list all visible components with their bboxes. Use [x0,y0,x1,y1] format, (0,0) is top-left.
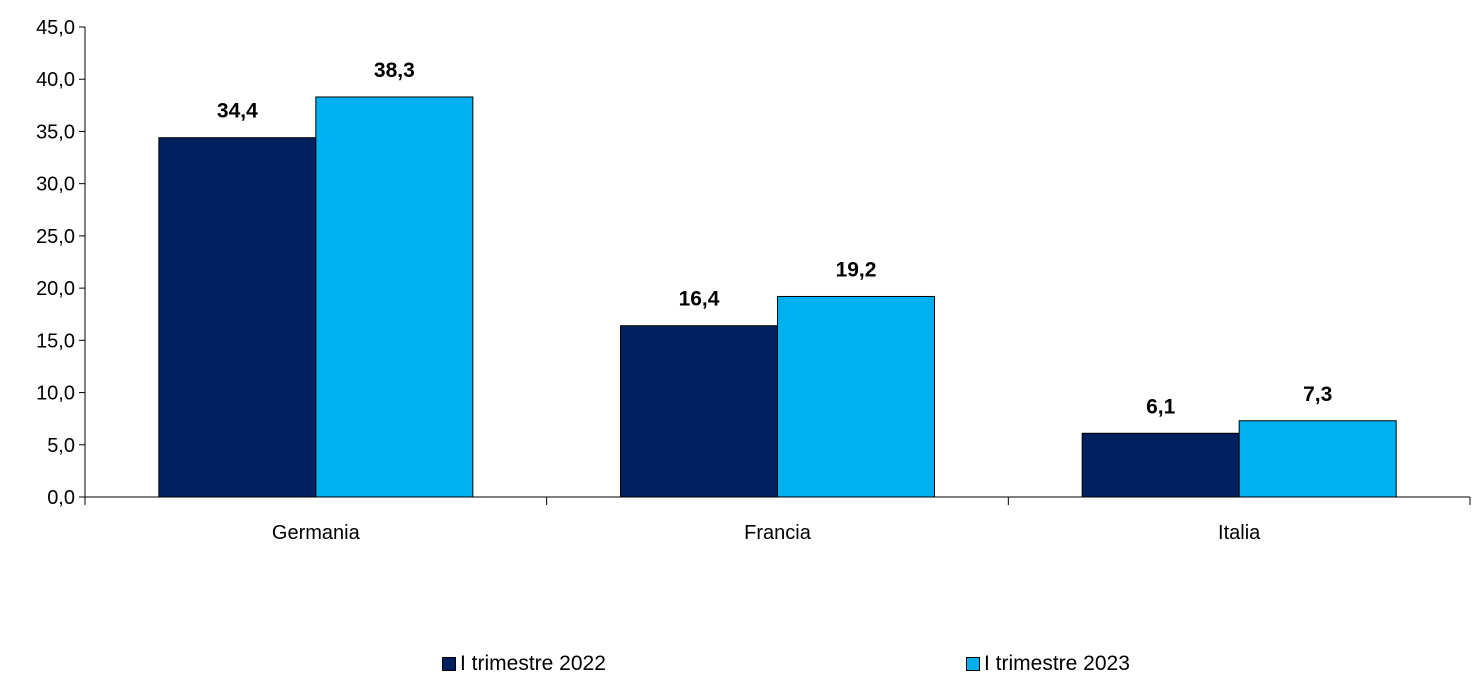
legend-item-2023: I trimestre 2023 [966,652,1130,676]
legend-item-2022: I trimestre 2022 [442,652,606,676]
legend-label-2023: I trimestre 2023 [984,652,1130,675]
category-label: Germania [272,522,361,544]
bar [158,137,317,498]
data-label: 38,3 [374,59,415,82]
category-label: Francia [744,522,812,544]
data-label: 16,4 [679,288,720,311]
y-tick-label: 35,0 [36,121,75,143]
y-tick-label: 15,0 [36,330,75,352]
bar [1081,432,1240,498]
bar [315,96,474,498]
bar [777,295,935,498]
bar [1238,420,1397,498]
y-tick-label: 10,0 [36,383,75,405]
y-tick-label: 40,0 [36,69,75,91]
data-label: 7,3 [1303,383,1332,406]
bar-chart: 0,0 5,0 10,0 15,0 20,0 25,0 30,0 35,0 40,0 45,0 Ge… [36,17,1471,544]
legend-swatch-2023 [966,657,980,671]
y-tick-label: 0,0 [47,487,75,509]
legend-label-2022: I trimestre 2022 [460,652,606,675]
y-tick-label: 25,0 [36,226,75,248]
y-tick-label: 5,0 [47,435,75,457]
y-tick-label: 20,0 [36,278,75,300]
bar [620,325,778,498]
y-tick-label: 30,0 [36,174,75,196]
legend: I trimestre 2022 I trimestre 2023 [0,652,1475,678]
category-label: Italia [1218,522,1261,544]
data-label: 6,1 [1146,395,1176,418]
data-label: 19,2 [836,258,877,281]
y-tick-label: 45,0 [36,17,75,39]
data-label: 34,4 [217,100,258,123]
legend-swatch-2022 [442,657,456,671]
